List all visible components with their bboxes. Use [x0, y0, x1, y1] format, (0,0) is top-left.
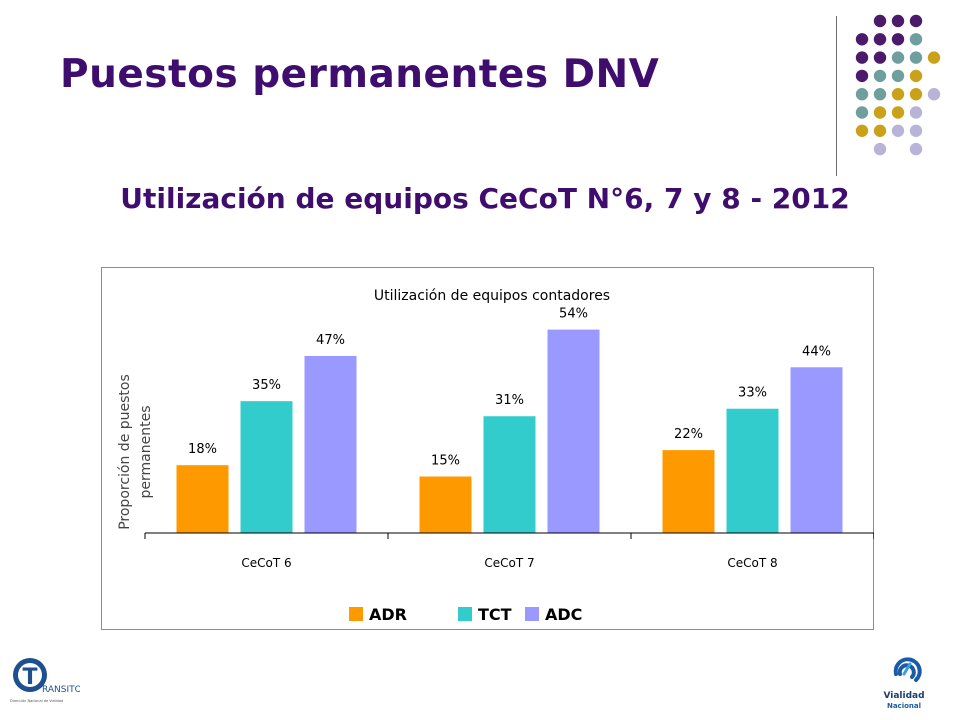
data-label: 35%: [252, 378, 281, 393]
data-label: 15%: [431, 454, 460, 469]
slide-subtitle: Utilización de equipos CeCoT N°6, 7 y 8 …: [120, 182, 850, 215]
data-label: 54%: [559, 307, 588, 322]
chart-title: Utilización de equipos contadores: [374, 288, 610, 304]
transito-logo-text: RANSITO: [42, 685, 80, 695]
legend-label-adr: ADR: [369, 605, 407, 624]
decorative-dot: [909, 88, 923, 101]
bar-adc-cecot-7: [547, 329, 600, 533]
decorative-dot: [891, 14, 905, 28]
bar-adr-cecot-7: [419, 476, 472, 533]
decorative-dot: [891, 69, 905, 83]
legend-label-tct: TCT: [478, 605, 512, 624]
decorative-dot: [873, 106, 887, 119]
vialidad-logo-line1: Vialidad: [883, 691, 924, 701]
data-label: 22%: [674, 427, 703, 442]
decorative-dot: [891, 106, 905, 119]
vialidad-logo-line2: Nacional: [887, 702, 921, 710]
category-label: CeCoT 8: [727, 556, 777, 570]
legend-swatch-adr: [349, 607, 363, 621]
decorative-dot: [873, 69, 887, 83]
decorative-dot: [891, 124, 905, 137]
decorative-dot: [855, 88, 869, 101]
bar-tct-cecot-7: [483, 416, 536, 533]
data-label: 44%: [802, 344, 831, 359]
decorative-dot: [873, 142, 887, 156]
data-label: 47%: [316, 333, 345, 348]
decorative-dot: [909, 51, 923, 64]
decorative-dot: [909, 33, 923, 46]
decorative-dot: [909, 69, 923, 83]
decorative-dot: [909, 142, 923, 156]
category-label: CeCoT 7: [484, 556, 534, 570]
category-label: CeCoT 6: [241, 556, 291, 570]
bar-adc-cecot-6: [304, 355, 357, 533]
decorative-dot: [909, 14, 923, 28]
utilization-chart: Utilización de equipos contadores Propor…: [117, 288, 874, 624]
decorative-dot: [855, 33, 869, 46]
y-axis-label: Proporción de puestos permanentes: [117, 374, 154, 530]
decorative-dot: [873, 88, 887, 101]
decorative-dot: [909, 106, 923, 119]
decorative-dot: [855, 124, 869, 137]
decorative-dot: [873, 14, 887, 28]
decorative-dot: [909, 124, 923, 137]
vialidad-nacional-logo: Vialidad Nacional: [883, 657, 925, 710]
decorative-dot: [873, 124, 887, 137]
decorative-dot: [891, 51, 905, 64]
decorative-dot: [891, 88, 905, 101]
bar-tct-cecot-6: [240, 401, 293, 533]
decorative-dot: [873, 33, 887, 46]
decorative-dot: [855, 106, 869, 119]
bar-adr-cecot-6: [176, 465, 229, 533]
legend-swatch-tct: [458, 607, 472, 621]
slide-title: Puestos permanentes DNV: [60, 52, 660, 97]
decorative-dot: [855, 69, 869, 83]
bar-tct-cecot-8: [726, 408, 779, 533]
vertical-divider: [836, 16, 837, 176]
transito-logo-mark: T: [22, 665, 37, 690]
data-label: 18%: [188, 442, 217, 457]
bar-adc-cecot-8: [790, 367, 843, 533]
transito-logo: T RANSITO Dirección Nacional de Vialidad: [10, 658, 80, 703]
decorative-dot: [927, 88, 941, 101]
decorative-dot: [873, 51, 887, 64]
bar-adr-cecot-8: [662, 450, 715, 533]
decorative-dot: [927, 51, 941, 64]
decorative-dot: [855, 51, 869, 64]
legend-label-adc: ADC: [545, 605, 582, 624]
data-label: 31%: [495, 393, 524, 408]
data-label: 33%: [738, 386, 767, 401]
transito-logo-subtext: Dirección Nacional de Vialidad: [10, 699, 63, 703]
legend-swatch-adc: [525, 607, 539, 621]
decorative-dot: [891, 33, 905, 46]
